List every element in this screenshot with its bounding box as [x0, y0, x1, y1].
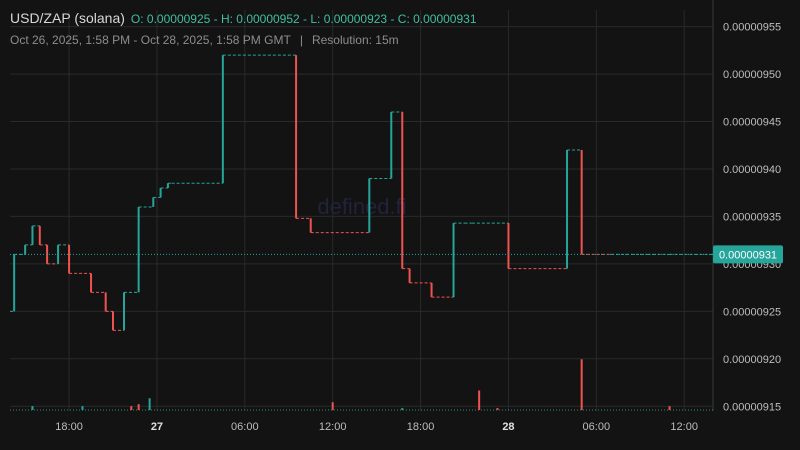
x-tick-label: 06:00 — [231, 421, 259, 433]
x-tick-label: 28 — [502, 421, 514, 433]
volume-bar-up — [31, 406, 34, 410]
y-tick-label: 0.00000935 — [723, 211, 781, 223]
volume-bars — [10, 359, 713, 411]
volume-bar-down — [580, 359, 583, 410]
last-price-badge — [713, 245, 783, 264]
x-tick-label: 06:00 — [583, 421, 611, 433]
last-price-marker: 0.00000931 — [10, 245, 783, 264]
axis-labels: 0.000009150.000009200.000009250.00000930… — [55, 22, 781, 433]
x-tick-label: 27 — [151, 421, 163, 433]
volume-bar-down — [496, 408, 499, 410]
resolution-label: Resolution: 15m — [311, 33, 399, 47]
ohlc-values: O: 0.00000925 - H: 0.00000952 - L: 0.000… — [130, 12, 477, 26]
chart-header: USD/ZAP (solana) O: 0.00000925 - H: 0.000… — [10, 10, 477, 26]
price-series — [10, 54, 713, 331]
volume-bar-down — [668, 406, 671, 410]
date-range: Oct 26, 2025, 1:58 PM - Oct 28, 2025, 1:… — [10, 33, 291, 47]
chart-subheader: Oct 26, 2025, 1:58 PM - Oct 28, 2025, 1:… — [10, 33, 399, 47]
x-tick-label: 18:00 — [407, 421, 435, 433]
watermark-logo: defined.fi — [317, 194, 406, 219]
volume-bar-down — [130, 406, 133, 410]
x-tick-label: 12:00 — [319, 421, 347, 433]
chart-grid — [10, 0, 714, 411]
y-tick-label: 0.00000915 — [723, 401, 781, 413]
last-price-label: 0.00000931 — [719, 249, 777, 261]
y-tick-label: 0.00000950 — [723, 69, 781, 81]
volume-bar-down — [331, 402, 334, 410]
volume-bar-down — [137, 404, 140, 410]
y-tick-label: 0.00000925 — [723, 306, 781, 318]
y-tick-label: 0.00000955 — [723, 22, 781, 34]
volume-bar-down — [478, 390, 481, 410]
volume-bar-up — [148, 398, 151, 410]
volume-bar-up — [81, 406, 84, 410]
separator: | — [299, 33, 303, 47]
x-tick-label: 12:00 — [670, 421, 698, 433]
volume-bar-up — [401, 408, 404, 410]
y-tick-label: 0.00000920 — [723, 354, 781, 366]
y-tick-label: 0.00000940 — [723, 164, 781, 176]
y-tick-label: 0.00000945 — [723, 117, 781, 129]
pair-symbol: USD/ZAP (solana) — [10, 10, 125, 26]
x-tick-label: 18:00 — [55, 421, 83, 433]
